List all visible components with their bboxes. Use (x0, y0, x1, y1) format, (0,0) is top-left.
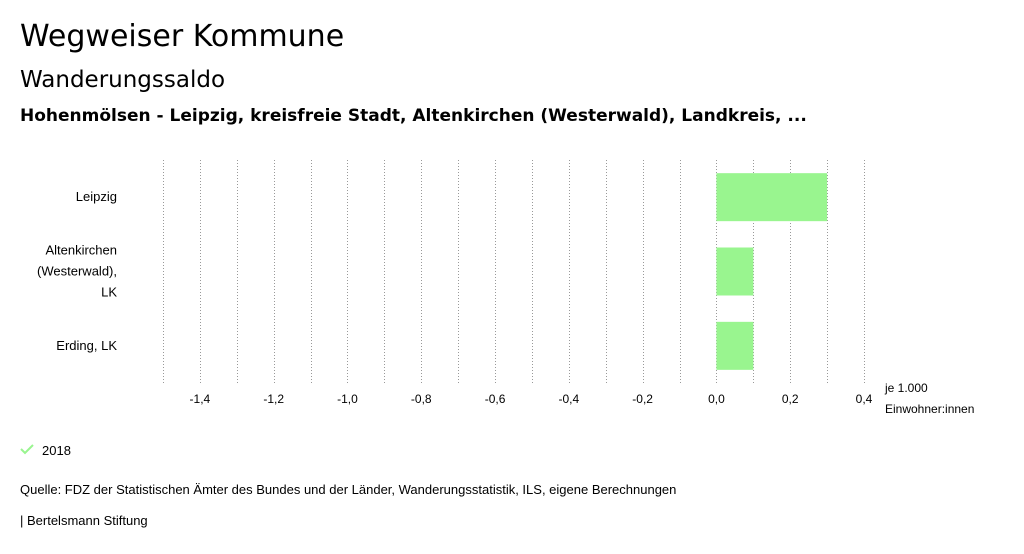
x-tick-label: -0,4 (558, 392, 579, 406)
legend-label: 2018 (42, 443, 71, 458)
x-axis-title: je 1.000 (884, 381, 928, 395)
category-label: Erding, LK (56, 338, 117, 353)
category-label: Leipzig (76, 189, 117, 204)
checkmark-icon (20, 444, 34, 455)
x-axis-title: Einwohner:innen (885, 402, 974, 416)
category-label: LK (101, 285, 117, 300)
chart-title: Wegweiser Kommune (20, 19, 345, 54)
region-list: Hohenmölsen - Leipzig, kreisfreie Stadt,… (20, 106, 807, 126)
bar (716, 247, 754, 296)
x-tick-label: 0,2 (782, 392, 799, 406)
category-label: (Westerwald), (37, 264, 117, 279)
bar (716, 173, 828, 222)
x-tick-label: -1,2 (263, 392, 284, 406)
legend[interactable]: 2018 (20, 442, 71, 460)
x-tick-label: -0,2 (632, 392, 653, 406)
source-note: Quelle: FDZ der Statistischen Ämter des … (20, 482, 677, 497)
x-tick-label: -1,0 (337, 392, 358, 406)
x-tick-label: -0,8 (411, 392, 432, 406)
x-tick-label: 0,0 (708, 392, 725, 406)
x-tick-label: -0,6 (485, 392, 506, 406)
chart-subtitle: Wanderungssaldo (20, 67, 226, 93)
x-tick-label: -1,4 (190, 392, 211, 406)
category-label: Altenkirchen (45, 243, 117, 258)
publisher-note: | Bertelsmann Stiftung (20, 513, 148, 528)
bar (716, 321, 754, 370)
x-tick-label: 0,4 (856, 392, 873, 406)
bar-chart: -1,4 -1,2 -1,0 -0,8 -0,6 -0,4 -0,2 0,0 0,2 0,4 je … (37, 160, 974, 416)
